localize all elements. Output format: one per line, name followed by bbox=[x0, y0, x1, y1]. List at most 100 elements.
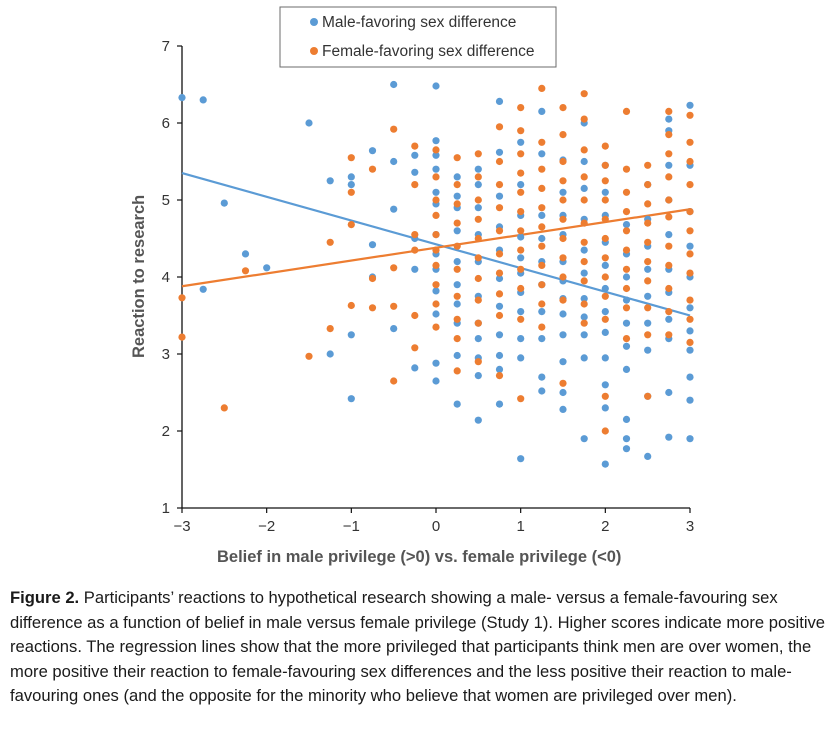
point-male bbox=[580, 269, 588, 277]
point-male bbox=[538, 308, 546, 316]
point-male bbox=[453, 192, 461, 200]
point-male bbox=[474, 181, 482, 189]
point-female bbox=[432, 281, 440, 289]
point-male bbox=[559, 331, 567, 339]
point-male bbox=[538, 211, 546, 219]
point-male bbox=[622, 415, 631, 423]
y-tick-label: 4 bbox=[162, 269, 170, 286]
point-female bbox=[347, 188, 355, 196]
point-female bbox=[601, 273, 609, 281]
point-female bbox=[665, 196, 673, 204]
point-male bbox=[432, 137, 440, 145]
point-male bbox=[411, 151, 419, 159]
y-tick-label: 7 bbox=[162, 38, 170, 55]
point-male bbox=[241, 250, 250, 258]
point-female bbox=[495, 157, 504, 166]
point-male bbox=[347, 331, 355, 339]
point-male bbox=[580, 184, 588, 192]
point-male bbox=[644, 346, 652, 354]
point-male bbox=[686, 396, 694, 404]
legend-marker-female bbox=[310, 47, 318, 55]
point-female bbox=[559, 104, 567, 112]
point-female bbox=[644, 200, 652, 208]
point-male bbox=[517, 181, 525, 189]
point-female bbox=[559, 254, 567, 262]
point-female bbox=[665, 150, 673, 158]
point-female bbox=[644, 181, 652, 189]
x-tick-label: 3 bbox=[686, 518, 694, 535]
point-male bbox=[517, 354, 525, 362]
point-female bbox=[326, 325, 334, 333]
point-female bbox=[495, 250, 504, 258]
point-male bbox=[601, 460, 609, 468]
point-female bbox=[622, 165, 631, 173]
point-male bbox=[686, 242, 694, 250]
point-male bbox=[644, 319, 652, 327]
point-male bbox=[263, 264, 271, 272]
x-axis-title: Belief in male privilege (>0) vs. female… bbox=[217, 548, 621, 566]
point-female bbox=[665, 242, 673, 250]
point-female bbox=[474, 274, 482, 283]
point-female bbox=[517, 104, 525, 112]
axes: 1 2 3 4 5 6 7 −3 −2 −1 0 1 2 3 bbox=[162, 38, 695, 535]
point-female bbox=[644, 304, 652, 312]
point-male bbox=[622, 319, 631, 327]
point-male bbox=[220, 199, 228, 207]
point-male bbox=[665, 115, 673, 123]
point-female bbox=[305, 352, 313, 360]
point-female bbox=[665, 261, 673, 269]
point-female bbox=[686, 138, 694, 146]
point-female bbox=[644, 277, 652, 285]
point-female bbox=[559, 196, 567, 204]
point-female bbox=[411, 181, 419, 189]
point-male bbox=[601, 308, 609, 316]
point-female bbox=[644, 392, 652, 400]
point-female bbox=[538, 323, 546, 331]
point-male bbox=[411, 364, 419, 372]
point-female bbox=[453, 315, 461, 323]
point-female bbox=[432, 261, 440, 269]
point-female bbox=[390, 377, 398, 385]
point-female bbox=[474, 254, 482, 262]
point-female bbox=[580, 146, 588, 154]
point-male bbox=[580, 313, 588, 321]
legend-box bbox=[279, 6, 557, 68]
point-male bbox=[495, 331, 504, 339]
point-male bbox=[517, 254, 525, 262]
point-female bbox=[580, 300, 588, 308]
point-male bbox=[538, 107, 546, 115]
point-female bbox=[686, 157, 694, 166]
point-female bbox=[347, 301, 355, 310]
point-male bbox=[622, 435, 631, 443]
point-male bbox=[432, 151, 440, 159]
point-male bbox=[665, 433, 673, 441]
point-male bbox=[411, 168, 419, 176]
point-male bbox=[495, 192, 504, 200]
point-female bbox=[517, 188, 525, 196]
point-female bbox=[622, 107, 631, 115]
x-tick-label: 1 bbox=[516, 518, 524, 535]
point-female bbox=[453, 181, 461, 189]
y-tick-label: 1 bbox=[162, 500, 170, 517]
point-female bbox=[644, 258, 652, 266]
point-male bbox=[538, 150, 546, 158]
point-female bbox=[474, 358, 482, 366]
point-female bbox=[622, 265, 631, 273]
point-female bbox=[665, 308, 673, 316]
point-female bbox=[538, 204, 546, 212]
y-tick-label: 6 bbox=[162, 115, 170, 132]
point-male bbox=[559, 358, 567, 366]
point-male bbox=[347, 173, 355, 181]
point-female bbox=[559, 131, 567, 139]
point-male bbox=[453, 300, 461, 308]
point-female bbox=[601, 196, 609, 204]
point-female bbox=[453, 367, 461, 375]
point-male bbox=[453, 281, 461, 289]
point-female bbox=[495, 372, 504, 380]
point-male bbox=[390, 157, 398, 166]
point-male bbox=[432, 82, 440, 90]
figure-caption-label: Figure 2. bbox=[10, 588, 80, 607]
point-male bbox=[411, 265, 419, 273]
y-tick-label: 2 bbox=[162, 423, 170, 440]
x-tick-label: −3 bbox=[173, 518, 190, 535]
